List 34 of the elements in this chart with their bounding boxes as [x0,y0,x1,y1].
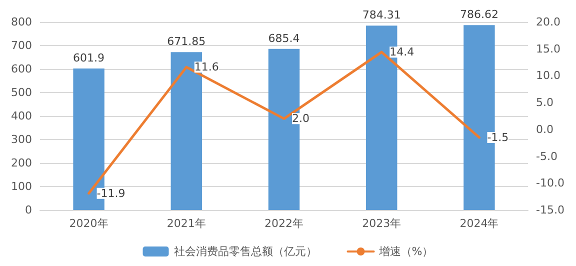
data-label: 685.4 [268,32,300,45]
y-tick-label: 500 [11,86,32,99]
data-label: 2.0 [292,112,310,126]
y2-tick-label: -10.0 [536,176,564,190]
data-label: 11.6 [194,60,219,74]
y-tick-label: 400 [11,110,32,122]
y2-tick-label: 20.0 [536,16,560,28]
data-label: 786.62 [460,8,498,22]
data-label: -1.5 [487,130,509,144]
data-label: 671.85 [167,35,206,48]
x-tick-label: 2023年 [362,217,402,230]
y2-tick-label: 0.0 [536,122,554,136]
y2-tick-label: -5.0 [536,150,558,163]
y2-tick-label: 5.0 [536,96,554,110]
legend-label: 增速（%） [378,245,434,258]
x-tick-label: 2020年 [69,217,108,230]
y-tick-label: 600 [11,62,32,76]
y-tick-label: 300 [11,133,32,146]
y-tick-label: 0 [25,204,32,216]
data-label: -11.9 [96,186,126,200]
y-tick-label: 800 [11,16,32,28]
x-tick-label: 2024年 [460,217,499,230]
data-label: 601.9 [73,52,105,65]
y-tick-label: 200 [11,156,32,170]
y2-tick-label: 10.0 [536,69,560,82]
data-label: 784.31 [362,8,401,22]
y-tick-label: 700 [11,39,32,52]
x-tick-label: 2021年 [166,217,206,230]
y2-tick-label: -15.0 [536,204,564,216]
y-tick-label: 100 [11,180,32,193]
x-tick-label: 2022年 [264,217,304,230]
legend-label: 社会消费品零售总额（亿元） [174,245,317,258]
data-label: 14.4 [390,46,414,59]
y2-tick-label: 15.0 [536,42,560,56]
